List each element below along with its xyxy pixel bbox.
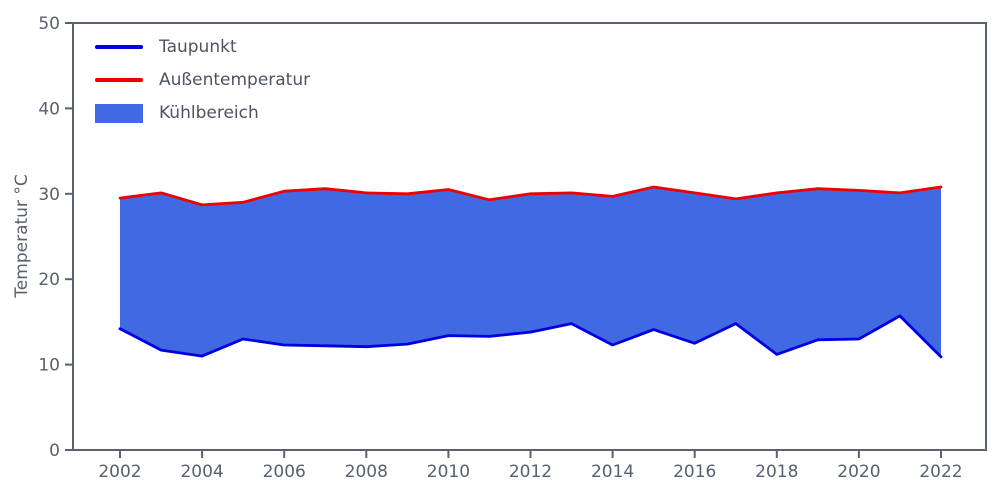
legend-item-aussentemperatur: Außentemperatur bbox=[95, 69, 310, 91]
y-tick-label: 30 bbox=[38, 185, 60, 205]
legend-label-taupunkt: Taupunkt bbox=[159, 37, 237, 57]
x-tick-label: 2004 bbox=[180, 462, 223, 482]
x-tick-label: 2016 bbox=[673, 462, 716, 482]
kuehlbereich-patch-swatch bbox=[95, 103, 143, 123]
y-tick-label: 20 bbox=[38, 270, 60, 290]
kuehlbereich-area bbox=[120, 187, 941, 357]
y-axis-label: Temperatur °C bbox=[12, 174, 32, 298]
x-tick-label: 2022 bbox=[919, 462, 962, 482]
x-tick-label: 2006 bbox=[263, 462, 306, 482]
aussentemperatur-line-swatch bbox=[95, 78, 143, 82]
y-tick-label: 40 bbox=[38, 99, 60, 119]
y-tick-label: 50 bbox=[38, 14, 60, 34]
legend-item-taupunkt: Taupunkt bbox=[95, 36, 310, 58]
x-tick-label: 2018 bbox=[755, 462, 798, 482]
plot-area bbox=[118, 185, 943, 359]
x-axis-ticks: 2002 2004 2006 2008 2010 2012 2014 2016 2018 2020… bbox=[98, 451, 963, 482]
x-tick-label: 2020 bbox=[837, 462, 880, 482]
taupunkt-line bbox=[118, 314, 943, 359]
y-axis-ticks: 0 10 20 30 40 50 bbox=[38, 14, 72, 461]
legend-item-kuehlbereich: Kühlbereich bbox=[95, 102, 310, 124]
x-tick-label: 2012 bbox=[509, 462, 552, 482]
x-tick-label: 2010 bbox=[427, 462, 470, 482]
axes-frame bbox=[72, 22, 987, 451]
legend: Taupunkt Außentemperatur Kühlbereich bbox=[95, 36, 310, 124]
y-tick-label: 10 bbox=[38, 356, 60, 376]
x-tick-label: 2008 bbox=[345, 462, 388, 482]
legend-label-kuehlbereich: Kühlbereich bbox=[159, 103, 259, 123]
legend-label-aussentemperatur: Außentemperatur bbox=[159, 70, 311, 90]
x-tick-label: 2014 bbox=[591, 462, 634, 482]
x-tick-label: 2002 bbox=[98, 462, 141, 482]
taupunkt-line-swatch bbox=[95, 45, 143, 49]
y-tick-label: 0 bbox=[49, 441, 60, 461]
aussentemperatur-line bbox=[118, 185, 943, 207]
